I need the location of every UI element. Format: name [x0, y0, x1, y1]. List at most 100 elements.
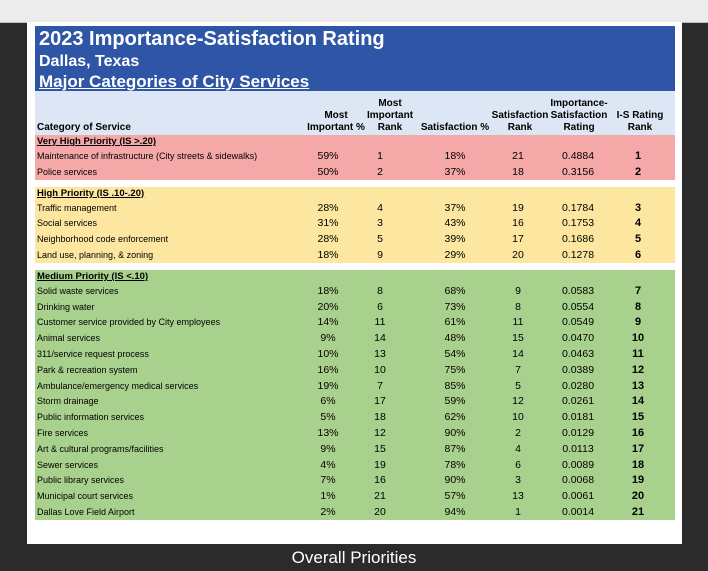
row-is-rating: 0.0463 — [561, 347, 595, 360]
row-satisfaction-rank: 2 — [515, 426, 521, 439]
row-is-rank: 16 — [631, 426, 645, 439]
row-most-important-rank: 3 — [377, 217, 383, 230]
row-most-important-pct: 50% — [317, 165, 339, 178]
row-satisfaction-pct: 68% — [444, 284, 466, 297]
row-is-rating: 0.1753 — [561, 217, 595, 230]
row-category: Social services — [37, 218, 98, 229]
table-row: Social services 31% 3 43% 16 0.1753 4 — [35, 215, 675, 231]
row-most-important-pct: 28% — [317, 233, 339, 246]
row-is-rating: 0.1278 — [561, 248, 595, 261]
row-satisfaction-rank: 13 — [512, 490, 524, 503]
priority-section-title: High Priority (IS .10-.20) — [37, 187, 145, 199]
row-satisfaction-rank: 17 — [512, 233, 524, 246]
row-is-rank: 2 — [634, 165, 642, 178]
row-category: Municipal court services — [37, 491, 134, 502]
col-is-rating-line3: Rating — [563, 122, 595, 133]
row-is-rank: 5 — [634, 233, 642, 246]
row-most-important-pct: 14% — [317, 316, 339, 329]
table-row: Solid waste services 18% 8 68% 9 0.0583 7 — [35, 283, 675, 299]
table-row: Drinking water 20% 6 73% 8 0.0554 8 — [35, 299, 675, 315]
row-category: Police services — [37, 166, 98, 177]
col-is-rating-line2: Satisfaction — [550, 110, 608, 121]
row-satisfaction-pct: 62% — [444, 411, 466, 424]
table-row: 311/service request process 10% 13 54% 14 0.0… — [35, 346, 675, 362]
table-row: Animal services 9% 14 48% 15 0.0470 10 — [35, 330, 675, 346]
row-is-rank: 10 — [631, 332, 645, 345]
row-satisfaction-pct: 37% — [444, 165, 466, 178]
column-headers: Category of Service Most Important % Mos… — [35, 91, 675, 135]
col-is-rank: I-S Rating Rank — [611, 110, 669, 134]
page-subtitle: Dallas, Texas — [39, 53, 140, 70]
row-is-rating: 0.0549 — [561, 316, 595, 329]
col-sat-rank-line1: Satisfaction — [491, 110, 549, 121]
col-is-rank-line1: I-S Rating — [616, 110, 664, 121]
row-satisfaction-rank: 12 — [512, 395, 524, 408]
row-satisfaction-pct: 37% — [444, 201, 466, 214]
priority-section-title: Very High Priority (IS >.20) — [37, 136, 157, 147]
row-is-rank: 18 — [631, 458, 645, 471]
row-is-rank: 20 — [631, 490, 645, 503]
row-is-rating: 0.0014 — [561, 505, 595, 518]
row-category: Ambulance/emergency medical services — [37, 380, 199, 391]
row-satisfaction-rank: 20 — [512, 248, 524, 261]
row-most-important-rank: 9 — [377, 248, 383, 261]
col-is-rank-line2: Rank — [627, 122, 653, 133]
row-category: Traffic management — [37, 202, 117, 213]
row-is-rank: 4 — [634, 217, 642, 230]
priority-section-title: Medium Priority (IS <.10) — [37, 270, 149, 282]
row-most-important-pct: 9% — [320, 332, 336, 345]
row-category: Land use, planning, & zoning — [37, 249, 154, 260]
row-is-rank: 9 — [634, 316, 642, 329]
row-most-important-pct: 6% — [320, 395, 336, 408]
row-most-important-rank: 12 — [374, 426, 386, 439]
row-is-rank: 7 — [634, 284, 642, 297]
row-satisfaction-pct: 39% — [444, 233, 466, 246]
row-most-important-pct: 5% — [320, 411, 336, 424]
row-most-important-rank: 4 — [377, 201, 383, 214]
row-category: Animal services — [37, 333, 101, 344]
col-mi-rank-line1: Most — [378, 98, 402, 109]
priority-section: Very High Priority (IS >.20) Maintenance … — [35, 135, 675, 180]
row-most-important-rank: 5 — [377, 233, 383, 246]
row-is-rating: 0.0089 — [561, 458, 595, 471]
row-is-rank: 14 — [631, 395, 645, 408]
row-category: Customer service provided by City employ… — [37, 317, 221, 328]
row-most-important-pct: 1% — [320, 490, 336, 503]
row-most-important-pct: 20% — [317, 300, 339, 313]
col-mi-rank-line3: Rank — [377, 122, 403, 133]
row-most-important-pct: 18% — [317, 284, 339, 297]
row-is-rank: 1 — [634, 150, 642, 162]
row-satisfaction-rank: 9 — [515, 284, 521, 297]
col-most-important-pct: Most Important % — [305, 110, 367, 134]
row-satisfaction-rank: 5 — [515, 379, 521, 392]
row-is-rating: 0.0061 — [561, 490, 595, 503]
row-most-important-rank: 16 — [374, 474, 386, 487]
row-most-important-pct: 9% — [320, 442, 336, 455]
row-is-rating: 0.1784 — [561, 201, 595, 214]
row-satisfaction-pct: 75% — [444, 363, 466, 376]
row-category: Park & recreation system — [37, 364, 138, 375]
row-most-important-rank: 2 — [377, 165, 383, 178]
row-most-important-pct: 16% — [317, 363, 339, 376]
col-mi-pct-line1: Most — [324, 110, 348, 121]
row-most-important-rank: 17 — [374, 395, 386, 408]
row-category: Storm drainage — [37, 396, 99, 407]
row-category: Public information services — [37, 412, 145, 423]
ratings-table: Very High Priority (IS >.20) Maintenance … — [35, 135, 675, 527]
row-is-rating: 0.0470 — [561, 332, 595, 345]
row-satisfaction-rank: 1 — [515, 505, 521, 518]
row-satisfaction-pct: 78% — [444, 458, 466, 471]
row-is-rank: 11 — [632, 347, 644, 360]
row-is-rating: 0.4884 — [561, 150, 595, 162]
row-is-rank: 17 — [631, 442, 645, 455]
row-most-important-pct: 10% — [317, 347, 339, 360]
row-category: 311/service request process — [37, 348, 149, 359]
row-is-rating: 0.0181 — [561, 411, 595, 424]
row-is-rank: 12 — [631, 363, 645, 376]
col-mi-rank-line2: Important — [366, 110, 414, 121]
row-satisfaction-rank: 15 — [512, 332, 524, 345]
row-satisfaction-pct: 18% — [444, 150, 466, 162]
row-most-important-pct: 7% — [320, 474, 336, 487]
table-row: Neighborhood code enforcement 28% 5 39% 17 0.… — [35, 231, 675, 247]
row-satisfaction-rank: 10 — [512, 411, 524, 424]
